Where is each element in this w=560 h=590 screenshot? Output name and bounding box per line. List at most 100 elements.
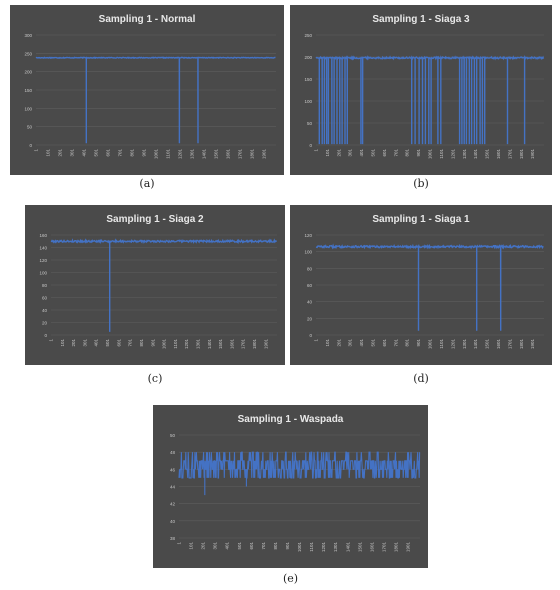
x-tick-label: 1201 — [450, 149, 455, 160]
x-tick-label: 1601 — [369, 542, 374, 553]
x-tick-label: 1 — [314, 339, 319, 342]
x-tick-label: 1401 — [473, 339, 478, 350]
x-tick-label: 1901 — [262, 149, 267, 160]
x-tick-label: 1501 — [485, 339, 490, 350]
y-tick-label: 140 — [39, 246, 47, 251]
caption-c: (c) — [147, 372, 163, 385]
x-tick-label: 1101 — [166, 149, 171, 159]
chart-panel-d: Sampling 1 - Siaga 1 0 20 40 60 80 100 120 1 101 2… — [290, 205, 552, 390]
x-tick-label: 201 — [336, 339, 341, 347]
x-tick-label: 201 — [58, 149, 63, 157]
x-tick-label: 701 — [393, 149, 398, 157]
chart-title: Sampling 1 - Waspada — [238, 414, 344, 425]
y-tick-label: 50 — [170, 433, 176, 438]
x-tick-label: 801 — [405, 339, 410, 347]
x-tick-label: 1801 — [252, 339, 257, 350]
chart-panel-c: Sampling 1 - Siaga 2 0 20 40 60 80 100 120 140 16… — [25, 205, 285, 390]
y-tick-label: 0 — [309, 143, 312, 148]
x-tick-label: 1101 — [173, 339, 178, 349]
chart-title: Sampling 1 - Siaga 2 — [106, 214, 204, 225]
x-tick-label: 1601 — [229, 339, 234, 350]
y-tick-label: 20 — [42, 321, 48, 326]
x-tick-label: 1701 — [241, 339, 246, 350]
y-tick-label: 300 — [24, 33, 32, 38]
x-tick-label: 901 — [416, 149, 421, 157]
y-tick-label: 100 — [24, 106, 32, 111]
x-tick-label: 1601 — [496, 339, 501, 350]
x-tick-label: 101 — [189, 542, 194, 550]
y-tick-label: 48 — [170, 450, 176, 455]
series-line — [315, 243, 544, 331]
x-tick-label: 401 — [225, 542, 230, 550]
y-tick-label: 60 — [42, 296, 48, 301]
x-tick-label: 801 — [139, 339, 144, 347]
y-tick-label: 250 — [304, 33, 312, 38]
x-tick-label: 1701 — [381, 542, 386, 553]
x-tick-label: 601 — [382, 339, 387, 347]
y-tick-label: 44 — [170, 485, 176, 490]
x-tick-label: 401 — [359, 149, 364, 157]
y-tick-label: 160 — [39, 233, 47, 238]
y-tick-label: 100 — [304, 99, 312, 104]
x-tick-label: 101 — [325, 339, 330, 347]
x-tick-label: 1401 — [207, 339, 212, 350]
x-tick-label: 1101 — [439, 149, 444, 159]
chart-panel-a: Sampling 1 - Normal 0 50 100 150 200 250 300 1 10… — [10, 5, 284, 195]
x-tick-label: 1201 — [321, 542, 326, 553]
x-tick-label: 601 — [116, 339, 121, 347]
x-tick-label: 1501 — [357, 542, 362, 553]
x-tick-label: 1 — [177, 542, 182, 545]
y-tick-label: 0 — [29, 143, 32, 148]
x-tick-label: 1101 — [439, 339, 444, 349]
x-tick-label: 701 — [128, 339, 133, 347]
x-tick-label: 701 — [118, 149, 123, 157]
x-tick-label: 1701 — [238, 149, 243, 160]
chart-panel-b: Sampling 1 - Siaga 3 0 50 100 150 200 250 1 101 2… — [290, 5, 552, 195]
x-tick-label: 1201 — [184, 339, 189, 350]
x-tick-label: 1001 — [162, 339, 167, 350]
x-tick-label: 101 — [60, 339, 65, 347]
x-tick-label: 501 — [237, 542, 242, 550]
x-tick-label: 701 — [261, 542, 266, 550]
x-tick-label: 1301 — [195, 339, 200, 350]
chart-c: Sampling 1 - Siaga 2 0 20 40 60 80 100 120 140 16… — [25, 205, 285, 365]
x-tick-label: 1501 — [214, 149, 219, 160]
y-tick-label: 60 — [307, 283, 313, 288]
x-tick-label: 1801 — [394, 542, 399, 553]
x-tick-label: 1701 — [507, 339, 512, 350]
x-tick-label: 401 — [359, 339, 364, 347]
x-tick-label: 501 — [105, 339, 110, 347]
y-tick-label: 100 — [39, 271, 47, 276]
x-tick-label: 1001 — [428, 149, 433, 160]
y-tick-label: 20 — [307, 316, 313, 321]
chart-a: Sampling 1 - Normal 0 50 100 150 200 250 300 1 10… — [10, 5, 284, 175]
chart-panel-e: Sampling 1 - Waspada 38 40 42 44 46 48 50 1 101 20… — [153, 405, 428, 590]
x-tick-label: 1301 — [462, 339, 467, 350]
x-tick-label: 1301 — [462, 149, 467, 160]
x-tick-label: 1601 — [226, 149, 231, 160]
x-tick-label: 901 — [142, 149, 147, 157]
x-tick-label: 1801 — [250, 149, 255, 160]
y-tick-label: 38 — [170, 536, 176, 541]
x-tick-label: 1001 — [297, 542, 302, 553]
x-tick-label: 1 — [49, 339, 54, 342]
series-line — [315, 55, 545, 145]
caption-e: (e) — [282, 572, 299, 585]
x-tick-label: 901 — [150, 339, 155, 347]
x-tick-label: 1 — [34, 149, 39, 152]
y-tick-label: 80 — [42, 283, 48, 288]
x-tick-label: 601 — [382, 149, 387, 157]
chart-title: Sampling 1 - Siaga 3 — [372, 14, 470, 25]
x-tick-label: 801 — [405, 149, 410, 157]
x-tick-label: 1901 — [406, 542, 411, 553]
chart-b: Sampling 1 - Siaga 3 0 50 100 150 200 250 1 101 2… — [290, 5, 552, 175]
y-tick-label: 150 — [304, 77, 312, 82]
series-line — [178, 451, 421, 496]
x-tick-label: 1201 — [450, 339, 455, 350]
x-tick-label: 901 — [416, 339, 421, 347]
chart-c-svg: Sampling 1 - Siaga 202040608010012014016… — [39, 214, 278, 350]
x-tick-label: 1801 — [519, 339, 524, 350]
